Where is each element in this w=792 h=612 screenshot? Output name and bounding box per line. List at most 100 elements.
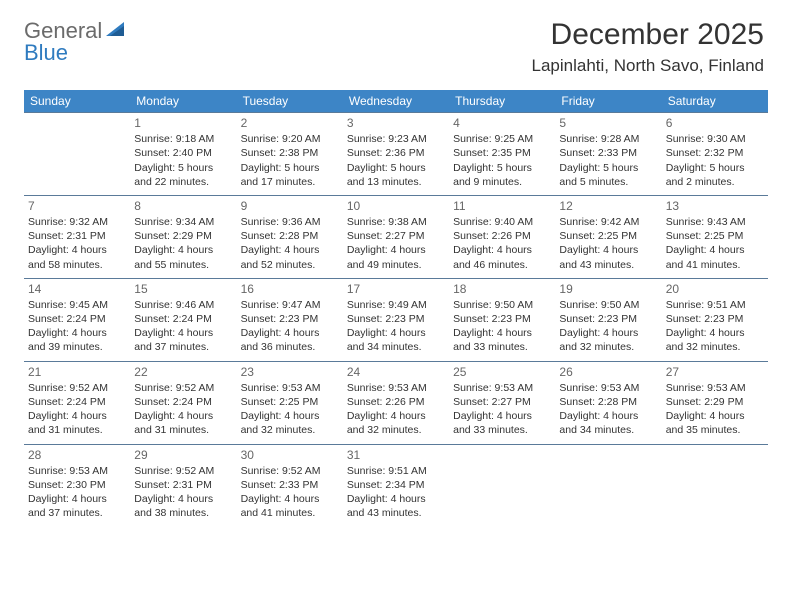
calendar-week-row: 21Sunrise: 9:52 AMSunset: 2:24 PMDayligh… bbox=[24, 361, 768, 444]
daylight-line: Daylight: 4 hours bbox=[347, 326, 445, 340]
sunrise-line: Sunrise: 9:28 AM bbox=[559, 132, 657, 146]
daylight-line: Daylight: 5 hours bbox=[134, 161, 232, 175]
weekday-header: Tuesday bbox=[237, 90, 343, 113]
calendar-week-row: 7Sunrise: 9:32 AMSunset: 2:31 PMDaylight… bbox=[24, 195, 768, 278]
sunset-line: Sunset: 2:26 PM bbox=[347, 395, 445, 409]
sunrise-line: Sunrise: 9:36 AM bbox=[241, 215, 339, 229]
sunset-line: Sunset: 2:26 PM bbox=[453, 229, 551, 243]
daylight-line: Daylight: 4 hours bbox=[666, 409, 764, 423]
sunset-line: Sunset: 2:23 PM bbox=[559, 312, 657, 326]
day-number: 14 bbox=[28, 281, 126, 297]
sunrise-line: Sunrise: 9:47 AM bbox=[241, 298, 339, 312]
sunrise-line: Sunrise: 9:45 AM bbox=[28, 298, 126, 312]
daylight-line: and 35 minutes. bbox=[666, 423, 764, 437]
sunrise-line: Sunrise: 9:43 AM bbox=[666, 215, 764, 229]
day-number: 31 bbox=[347, 447, 445, 463]
daylight-line: and 5 minutes. bbox=[559, 175, 657, 189]
calendar-day-cell: 14Sunrise: 9:45 AMSunset: 2:24 PMDayligh… bbox=[24, 278, 130, 361]
daylight-line: and 32 minutes. bbox=[666, 340, 764, 354]
daylight-line: and 33 minutes. bbox=[453, 423, 551, 437]
sunrise-line: Sunrise: 9:40 AM bbox=[453, 215, 551, 229]
daylight-line: Daylight: 4 hours bbox=[347, 409, 445, 423]
calendar-day-cell bbox=[449, 444, 555, 526]
daylight-line: and 46 minutes. bbox=[453, 258, 551, 272]
sunset-line: Sunset: 2:24 PM bbox=[28, 395, 126, 409]
day-number: 27 bbox=[666, 364, 764, 380]
weekday-header: Monday bbox=[130, 90, 236, 113]
calendar-day-cell: 22Sunrise: 9:52 AMSunset: 2:24 PMDayligh… bbox=[130, 361, 236, 444]
day-number: 1 bbox=[134, 115, 232, 131]
weekday-header: Wednesday bbox=[343, 90, 449, 113]
calendar-day-cell: 2Sunrise: 9:20 AMSunset: 2:38 PMDaylight… bbox=[237, 113, 343, 196]
daylight-line: Daylight: 4 hours bbox=[28, 243, 126, 257]
daylight-line: Daylight: 4 hours bbox=[28, 326, 126, 340]
calendar-day-cell: 11Sunrise: 9:40 AMSunset: 2:26 PMDayligh… bbox=[449, 195, 555, 278]
daylight-line: Daylight: 4 hours bbox=[28, 492, 126, 506]
day-number: 23 bbox=[241, 364, 339, 380]
sunrise-line: Sunrise: 9:53 AM bbox=[666, 381, 764, 395]
calendar-day-cell: 25Sunrise: 9:53 AMSunset: 2:27 PMDayligh… bbox=[449, 361, 555, 444]
day-number: 3 bbox=[347, 115, 445, 131]
day-number: 13 bbox=[666, 198, 764, 214]
calendar-day-cell: 3Sunrise: 9:23 AMSunset: 2:36 PMDaylight… bbox=[343, 113, 449, 196]
calendar-day-cell: 24Sunrise: 9:53 AMSunset: 2:26 PMDayligh… bbox=[343, 361, 449, 444]
daylight-line: and 43 minutes. bbox=[347, 506, 445, 520]
day-number: 29 bbox=[134, 447, 232, 463]
daylight-line: and 33 minutes. bbox=[453, 340, 551, 354]
sunrise-line: Sunrise: 9:46 AM bbox=[134, 298, 232, 312]
sunrise-line: Sunrise: 9:52 AM bbox=[28, 381, 126, 395]
sunrise-line: Sunrise: 9:53 AM bbox=[559, 381, 657, 395]
daylight-line: and 22 minutes. bbox=[134, 175, 232, 189]
day-number: 2 bbox=[241, 115, 339, 131]
sunset-line: Sunset: 2:23 PM bbox=[347, 312, 445, 326]
sunset-line: Sunset: 2:34 PM bbox=[347, 478, 445, 492]
daylight-line: and 9 minutes. bbox=[453, 175, 551, 189]
calendar-day-cell: 20Sunrise: 9:51 AMSunset: 2:23 PMDayligh… bbox=[662, 278, 768, 361]
sunset-line: Sunset: 2:35 PM bbox=[453, 146, 551, 160]
day-number: 5 bbox=[559, 115, 657, 131]
brand-part2-wrap: Blue bbox=[24, 40, 68, 66]
sunset-line: Sunset: 2:36 PM bbox=[347, 146, 445, 160]
day-number: 24 bbox=[347, 364, 445, 380]
daylight-line: Daylight: 4 hours bbox=[666, 326, 764, 340]
sunset-line: Sunset: 2:29 PM bbox=[666, 395, 764, 409]
sunrise-line: Sunrise: 9:52 AM bbox=[241, 464, 339, 478]
calendar-day-cell: 12Sunrise: 9:42 AMSunset: 2:25 PMDayligh… bbox=[555, 195, 661, 278]
sunset-line: Sunset: 2:24 PM bbox=[28, 312, 126, 326]
sunrise-line: Sunrise: 9:49 AM bbox=[347, 298, 445, 312]
weekday-header: Saturday bbox=[662, 90, 768, 113]
daylight-line: and 32 minutes. bbox=[559, 340, 657, 354]
calendar-day-cell: 29Sunrise: 9:52 AMSunset: 2:31 PMDayligh… bbox=[130, 444, 236, 526]
daylight-line: Daylight: 5 hours bbox=[241, 161, 339, 175]
daylight-line: and 31 minutes. bbox=[28, 423, 126, 437]
sunset-line: Sunset: 2:25 PM bbox=[559, 229, 657, 243]
daylight-line: Daylight: 4 hours bbox=[241, 492, 339, 506]
day-number: 30 bbox=[241, 447, 339, 463]
sunrise-line: Sunrise: 9:20 AM bbox=[241, 132, 339, 146]
day-number: 12 bbox=[559, 198, 657, 214]
calendar-week-row: 1Sunrise: 9:18 AMSunset: 2:40 PMDaylight… bbox=[24, 113, 768, 196]
daylight-line: Daylight: 4 hours bbox=[134, 409, 232, 423]
sunset-line: Sunset: 2:27 PM bbox=[347, 229, 445, 243]
daylight-line: Daylight: 4 hours bbox=[453, 243, 551, 257]
day-number: 10 bbox=[347, 198, 445, 214]
daylight-line: Daylight: 5 hours bbox=[453, 161, 551, 175]
daylight-line: and 2 minutes. bbox=[666, 175, 764, 189]
sunrise-line: Sunrise: 9:23 AM bbox=[347, 132, 445, 146]
calendar-day-cell: 30Sunrise: 9:52 AMSunset: 2:33 PMDayligh… bbox=[237, 444, 343, 526]
day-number: 28 bbox=[28, 447, 126, 463]
day-number: 9 bbox=[241, 198, 339, 214]
calendar-day-cell: 6Sunrise: 9:30 AMSunset: 2:32 PMDaylight… bbox=[662, 113, 768, 196]
day-number: 19 bbox=[559, 281, 657, 297]
calendar-day-cell: 8Sunrise: 9:34 AMSunset: 2:29 PMDaylight… bbox=[130, 195, 236, 278]
sunset-line: Sunset: 2:32 PM bbox=[666, 146, 764, 160]
daylight-line: Daylight: 4 hours bbox=[241, 243, 339, 257]
daylight-line: Daylight: 5 hours bbox=[347, 161, 445, 175]
daylight-line: and 34 minutes. bbox=[347, 340, 445, 354]
daylight-line: and 13 minutes. bbox=[347, 175, 445, 189]
daylight-line: and 39 minutes. bbox=[28, 340, 126, 354]
daylight-line: Daylight: 5 hours bbox=[666, 161, 764, 175]
sunset-line: Sunset: 2:33 PM bbox=[241, 478, 339, 492]
sunset-line: Sunset: 2:23 PM bbox=[453, 312, 551, 326]
calendar-day-cell: 7Sunrise: 9:32 AMSunset: 2:31 PMDaylight… bbox=[24, 195, 130, 278]
